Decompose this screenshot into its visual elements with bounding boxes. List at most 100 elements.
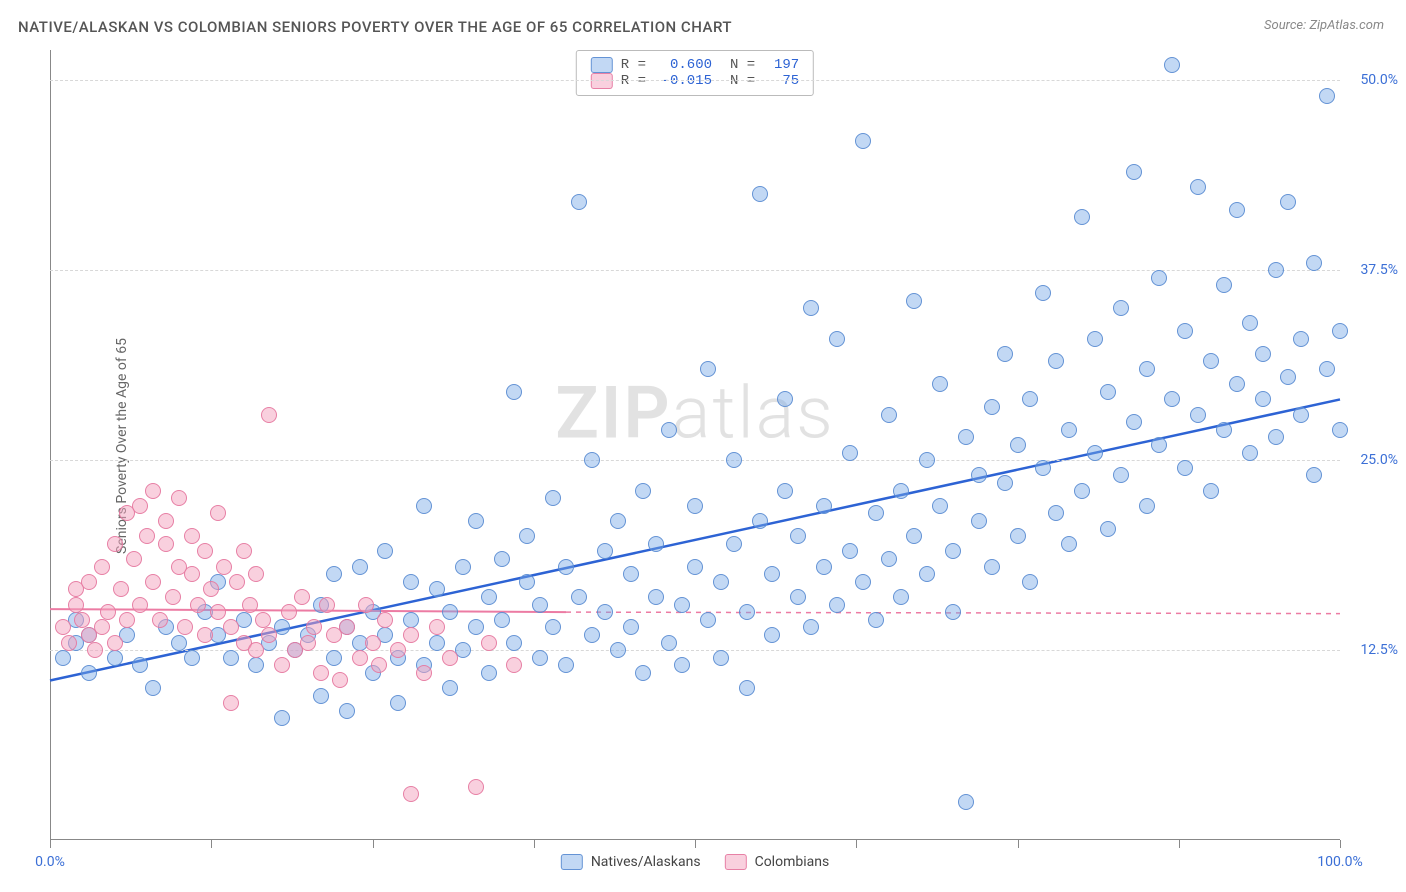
data-point — [468, 513, 484, 529]
data-point — [1177, 460, 1193, 476]
data-point — [803, 619, 819, 635]
data-point — [1216, 277, 1232, 293]
data-point — [597, 604, 613, 620]
legend-series-name: Colombians — [755, 854, 830, 870]
data-point — [1203, 483, 1219, 499]
data-point — [481, 665, 497, 681]
data-point — [158, 513, 174, 529]
data-point — [339, 703, 355, 719]
data-point — [584, 452, 600, 468]
data-point — [377, 543, 393, 559]
data-point — [506, 657, 522, 673]
data-point — [107, 536, 123, 552]
data-point — [158, 536, 174, 552]
data-point — [403, 786, 419, 802]
data-point — [326, 650, 342, 666]
data-point — [1306, 255, 1322, 271]
data-point — [1126, 164, 1142, 180]
data-point — [145, 574, 161, 590]
data-point — [94, 559, 110, 575]
data-point — [919, 452, 935, 468]
data-point — [494, 551, 510, 567]
data-point — [584, 627, 600, 643]
data-point — [1048, 505, 1064, 521]
data-point — [313, 688, 329, 704]
data-point — [1100, 521, 1116, 537]
data-point — [829, 331, 845, 347]
data-point — [74, 612, 90, 628]
data-point — [184, 566, 200, 582]
data-point — [1190, 179, 1206, 195]
data-point — [674, 657, 690, 673]
watermark-bold: ZIP — [555, 371, 671, 456]
series-legend: Natives/AlaskansColombians — [561, 854, 829, 870]
y-axis-line — [50, 50, 51, 840]
data-point — [1332, 422, 1348, 438]
data-point — [1216, 422, 1232, 438]
data-point — [332, 672, 348, 688]
data-point — [223, 619, 239, 635]
legend-item: Colombians — [725, 854, 830, 870]
data-point — [506, 384, 522, 400]
data-point — [1035, 285, 1051, 301]
data-point — [416, 665, 432, 681]
data-point — [274, 710, 290, 726]
data-point — [855, 574, 871, 590]
data-point — [455, 559, 471, 575]
y-tick-label: 50.0% — [1360, 72, 1398, 88]
data-point — [571, 194, 587, 210]
data-point — [713, 574, 729, 590]
data-point — [403, 612, 419, 628]
data-point — [81, 665, 97, 681]
data-point — [1010, 528, 1026, 544]
data-point — [365, 635, 381, 651]
data-point — [906, 293, 922, 309]
data-point — [1022, 574, 1038, 590]
y-tick-label: 37.5% — [1360, 262, 1398, 278]
data-point — [242, 597, 258, 613]
data-point — [1113, 300, 1129, 316]
data-point — [1293, 407, 1309, 423]
y-tick-label: 25.0% — [1360, 452, 1398, 468]
data-point — [919, 566, 935, 582]
data-point — [132, 498, 148, 514]
chart-container: NATIVE/ALASKAN VS COLOMBIAN SENIORS POVE… — [0, 0, 1406, 892]
legend-n-label: N = — [730, 57, 755, 73]
data-point — [610, 513, 626, 529]
x-tick — [1340, 840, 1341, 848]
data-point — [635, 665, 651, 681]
data-point — [1177, 323, 1193, 339]
data-point — [145, 680, 161, 696]
source-name: ZipAtlas.com — [1309, 18, 1384, 33]
legend-n-value: 197 — [763, 57, 799, 73]
x-tick — [695, 840, 696, 848]
data-point — [1126, 414, 1142, 430]
data-point — [274, 657, 290, 673]
data-point — [1022, 391, 1038, 407]
data-point — [506, 635, 522, 651]
data-point — [416, 498, 432, 514]
data-point — [132, 597, 148, 613]
data-point — [197, 627, 213, 643]
data-point — [1306, 467, 1322, 483]
data-point — [390, 642, 406, 658]
data-point — [481, 635, 497, 651]
data-point — [1139, 498, 1155, 514]
data-point — [764, 627, 780, 643]
data-point — [1010, 437, 1026, 453]
data-point — [648, 589, 664, 605]
data-point — [442, 680, 458, 696]
data-point — [1293, 331, 1309, 347]
data-point — [184, 650, 200, 666]
data-point — [132, 657, 148, 673]
data-point — [319, 597, 335, 613]
data-point — [726, 452, 742, 468]
grid-line — [50, 80, 1340, 81]
data-point — [403, 574, 419, 590]
legend-swatch — [561, 854, 583, 870]
data-point — [236, 543, 252, 559]
data-point — [777, 483, 793, 499]
data-point — [306, 619, 322, 635]
grid-line — [50, 460, 1340, 461]
data-point — [294, 589, 310, 605]
